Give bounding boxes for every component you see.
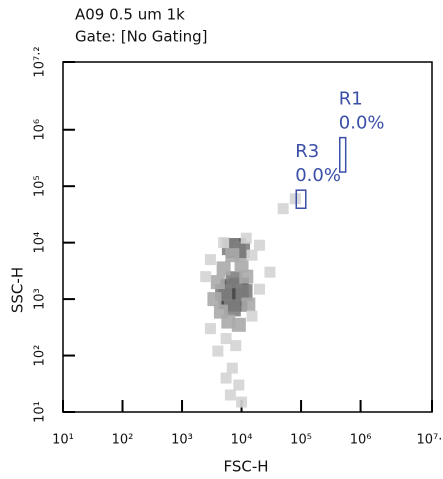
density-cell xyxy=(204,254,216,266)
gate-name: R1 xyxy=(339,89,363,110)
density-cell xyxy=(220,372,232,384)
density-cell xyxy=(216,261,231,276)
density-cell xyxy=(289,193,301,205)
density-cell xyxy=(236,396,248,408)
density-cell xyxy=(224,389,236,401)
y-tick-label: 10² xyxy=(33,345,48,367)
x-axis-label: FSC-H xyxy=(223,458,268,476)
gate-percent: 0.0% xyxy=(295,165,341,186)
x-tick-label: 10⁶ xyxy=(350,433,372,448)
x-tick-label: 10⁵ xyxy=(290,433,312,448)
y-tick-label: 10¹ xyxy=(33,401,48,423)
density-cell xyxy=(225,271,243,289)
density-cell xyxy=(218,237,230,249)
density-cell xyxy=(234,258,249,273)
x-tick-label: 10¹ xyxy=(52,433,74,448)
chart-title: A09 0.5 um 1k xyxy=(75,6,185,24)
density-cell xyxy=(230,340,242,352)
density-cell xyxy=(239,269,254,284)
density-cell xyxy=(277,203,289,215)
density-cell xyxy=(220,333,232,345)
density-cell xyxy=(253,239,265,251)
density-cell xyxy=(210,275,225,290)
gate-percent: 0.0% xyxy=(339,113,385,134)
y-axis-label: SSC-H xyxy=(9,267,27,313)
y-tick-label: 10⁴ xyxy=(33,232,48,254)
density-cell xyxy=(240,232,252,244)
density-cell xyxy=(223,299,241,317)
chart-subtitle: Gate: [No Gating] xyxy=(75,28,208,46)
y-tick-label: 10⁵ xyxy=(33,175,48,197)
density-cell xyxy=(207,292,222,307)
density-cell xyxy=(264,266,276,278)
gate xyxy=(295,189,307,209)
x-tick-label: 10³ xyxy=(171,433,193,448)
plot-frame xyxy=(62,61,433,413)
y-tick-label: 10⁶ xyxy=(33,119,48,141)
density-cell xyxy=(246,249,258,261)
x-tick-label: 10⁷·² xyxy=(416,433,443,448)
density-cell xyxy=(233,379,245,391)
density-cell xyxy=(212,345,224,357)
gate-name: R3 xyxy=(295,141,319,162)
density-cell xyxy=(246,310,258,322)
y-tick-label: 10⁷·² xyxy=(33,46,48,77)
density-cell xyxy=(235,284,253,302)
gate xyxy=(339,136,347,173)
x-tick-label: 10² xyxy=(112,433,134,448)
density-cell xyxy=(241,297,256,312)
density-cell xyxy=(204,323,216,335)
y-tick-label: 10³ xyxy=(33,288,48,310)
density-cell xyxy=(231,317,246,332)
density-cell xyxy=(253,283,265,295)
density-cell xyxy=(200,271,212,283)
x-tick-label: 10⁴ xyxy=(231,433,253,448)
density-cell xyxy=(226,362,238,374)
